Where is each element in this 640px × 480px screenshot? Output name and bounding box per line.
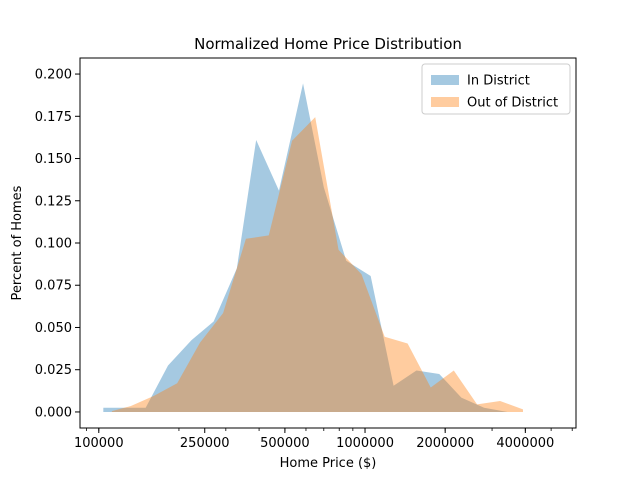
y-tick-label: 0.100 (35, 237, 72, 252)
legend-label: Out of District (467, 96, 558, 111)
x-tick-label: 100000 (74, 436, 124, 451)
y-tick-label: 0.150 (35, 152, 72, 167)
x-tick-label: 1000000 (336, 436, 394, 451)
legend: In District Out of District (421, 63, 571, 115)
legend-swatch (431, 75, 459, 85)
y-tick-label: 0.025 (35, 363, 72, 378)
y-tick-label: 0.125 (35, 194, 72, 209)
x-tick-label: 250000 (180, 436, 230, 451)
y-tick-label: 0.175 (35, 110, 72, 125)
legend-swatch (431, 97, 459, 107)
y-axis: 0.000 0.025 0.050 0.075 0.100 0.125 0.150 0.175… (35, 68, 80, 420)
y-axis-label: Percent of Homes (10, 185, 25, 300)
x-axis-label: Home Price ($) (280, 456, 377, 471)
x-tick-label: 2000000 (416, 436, 474, 451)
chart-title: Normalized Home Price Distribution (194, 35, 462, 53)
y-tick-label: 0.200 (35, 68, 72, 83)
x-axis: 100000 250000 500000 1000000 2000000 4000000 (74, 428, 573, 451)
series-area-in-district (103, 83, 508, 412)
legend-box (421, 63, 571, 115)
y-tick-label: 0.075 (35, 279, 72, 294)
series-area-out-of-district (111, 117, 523, 412)
plot-areas (103, 83, 523, 412)
y-tick-label: 0.050 (35, 321, 72, 336)
y-tick-label: 0.000 (35, 405, 72, 420)
x-tick-label: 4000000 (496, 436, 554, 451)
x-tick-label: 500000 (260, 436, 310, 451)
legend-label: In District (467, 74, 530, 89)
